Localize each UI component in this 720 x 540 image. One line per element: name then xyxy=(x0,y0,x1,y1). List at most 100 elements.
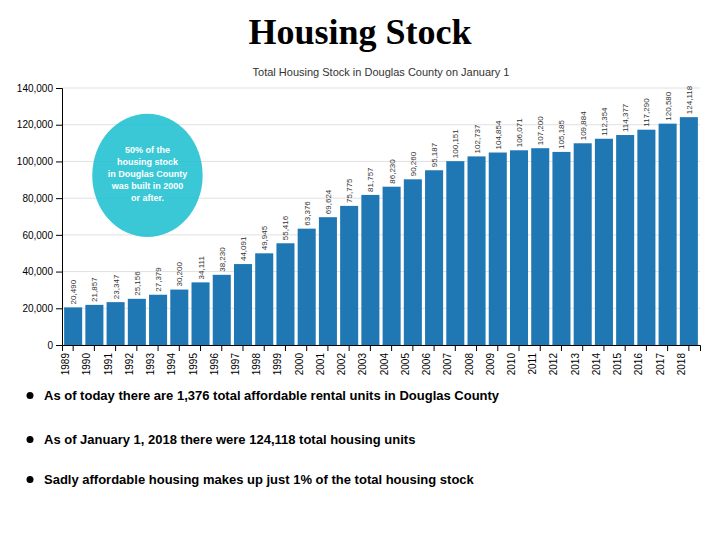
x-tick-label: 2007 xyxy=(442,353,453,376)
x-tick: 2016 xyxy=(633,345,646,375)
bar xyxy=(255,253,273,345)
bullet-text: As of today there are 1,376 total afford… xyxy=(44,388,500,403)
x-tick: 1996 xyxy=(209,345,222,375)
x-tick-label: 1989 xyxy=(60,353,71,376)
x-tick: 2005 xyxy=(400,345,413,375)
bar xyxy=(319,217,337,345)
y-tick: 120,000 xyxy=(17,119,62,130)
x-tick-label: 2010 xyxy=(506,353,517,376)
plot: 020,00040,00060,00080,000100,000120,0001… xyxy=(17,83,701,376)
x-tick: 2004 xyxy=(379,345,392,375)
y-tick-mark xyxy=(56,235,62,236)
bar xyxy=(149,295,167,345)
x-tick-mark xyxy=(625,345,626,351)
bar xyxy=(85,305,103,345)
bar xyxy=(340,206,358,345)
x-tick-label: 1996 xyxy=(209,353,220,376)
data-label: 105,185 xyxy=(557,119,566,148)
x-tick-label: 1992 xyxy=(124,353,135,376)
data-label: 44,091 xyxy=(239,236,248,261)
x-tick: 2009 xyxy=(485,345,498,375)
x-tick-label: 1991 xyxy=(103,353,114,376)
y-tick-label: 140,000 xyxy=(17,83,54,94)
bullet-text: Sadly affordable housing makes up just 1… xyxy=(44,472,475,487)
x-tick: 1991 xyxy=(103,345,116,375)
x-tick: 2018 xyxy=(676,345,689,375)
y-tick-label: 100,000 xyxy=(17,156,54,167)
annotation-ellipse xyxy=(92,114,202,237)
x-tick-mark xyxy=(412,345,413,351)
data-label: 117,290 xyxy=(642,98,651,127)
bar xyxy=(446,161,464,345)
data-label: 20,490 xyxy=(69,279,78,304)
bar xyxy=(468,156,486,345)
x-tick-label: 1990 xyxy=(81,353,92,376)
y-axis: 020,00040,00060,00080,000100,000120,0001… xyxy=(17,83,63,351)
data-label: 95,187 xyxy=(430,142,439,167)
bar xyxy=(383,187,401,345)
x-tick-mark xyxy=(158,345,159,351)
x-tick-mark xyxy=(73,345,74,351)
x-tick-mark xyxy=(476,345,477,351)
x-tick-mark xyxy=(327,345,328,351)
title: Housing Stock xyxy=(248,12,471,52)
data-label: 25,156 xyxy=(133,271,142,296)
data-label: 114,377 xyxy=(621,103,630,132)
x-tick-label: 2017 xyxy=(655,353,666,376)
data-label: 86,230 xyxy=(388,159,397,184)
y-tick-label: 20,000 xyxy=(22,303,53,314)
data-label: 63,376 xyxy=(303,201,312,226)
data-label: 90,260 xyxy=(409,151,418,176)
x-tick-mark xyxy=(264,345,265,351)
x-tick-label: 2011 xyxy=(527,353,538,375)
x-tick-label: 2006 xyxy=(421,353,432,376)
bar xyxy=(128,299,146,345)
x-tick: 1999 xyxy=(272,345,285,375)
x-tick-label: 2009 xyxy=(485,353,496,376)
bar xyxy=(510,150,528,345)
data-labels: 20,49021,85723,34725,15627,37930,20034,1… xyxy=(69,85,694,304)
x-tick-mark xyxy=(582,345,583,351)
bullet-dot xyxy=(27,436,34,443)
bar xyxy=(170,290,188,345)
bar xyxy=(531,148,549,345)
x-tick-mark xyxy=(519,345,520,351)
x-tick-label: 2018 xyxy=(676,353,687,376)
x-tick-label: 1999 xyxy=(272,353,283,376)
x-tick-mark xyxy=(455,345,456,351)
data-label: 55,416 xyxy=(281,215,290,240)
bar xyxy=(64,307,82,345)
x-tick-mark xyxy=(179,345,180,351)
data-label: 34,111 xyxy=(197,256,206,280)
annotation-line: in Douglas County xyxy=(108,170,188,180)
subtitle: Total Housing Stock in Douglas County on… xyxy=(253,66,510,78)
y-tick-mark xyxy=(56,125,62,126)
x-tick-mark xyxy=(561,345,562,351)
x-tick-label: 2013 xyxy=(570,353,581,376)
x-tick-mark xyxy=(94,345,95,351)
x-tick-label: 2008 xyxy=(464,353,475,376)
y-tick-mark xyxy=(56,308,62,309)
bar xyxy=(404,179,422,345)
x-tick: 1989 xyxy=(60,345,73,375)
bullet-dot xyxy=(27,476,34,483)
bar xyxy=(489,153,507,345)
x-tick: 2003 xyxy=(357,345,370,375)
x-tick-mark xyxy=(540,345,541,351)
data-label: 75,775 xyxy=(345,178,354,203)
x-tick-mark xyxy=(667,345,668,351)
x-tick: 2002 xyxy=(336,345,349,375)
x-tick-label: 2014 xyxy=(591,353,602,376)
bar xyxy=(298,229,316,345)
y-tick: 0 xyxy=(47,340,62,351)
annotation-line: housing stock xyxy=(117,158,179,168)
x-tick-label: 1997 xyxy=(230,353,241,376)
x-tick-label: 1993 xyxy=(145,353,156,376)
x-tick-label: 2000 xyxy=(294,353,305,376)
x-tick-mark xyxy=(115,345,116,351)
y-tick-label: 120,000 xyxy=(17,119,54,130)
x-tick: 2017 xyxy=(655,345,668,375)
bar xyxy=(637,130,655,345)
x-tick-mark xyxy=(646,345,647,351)
grid-line xyxy=(62,88,700,89)
